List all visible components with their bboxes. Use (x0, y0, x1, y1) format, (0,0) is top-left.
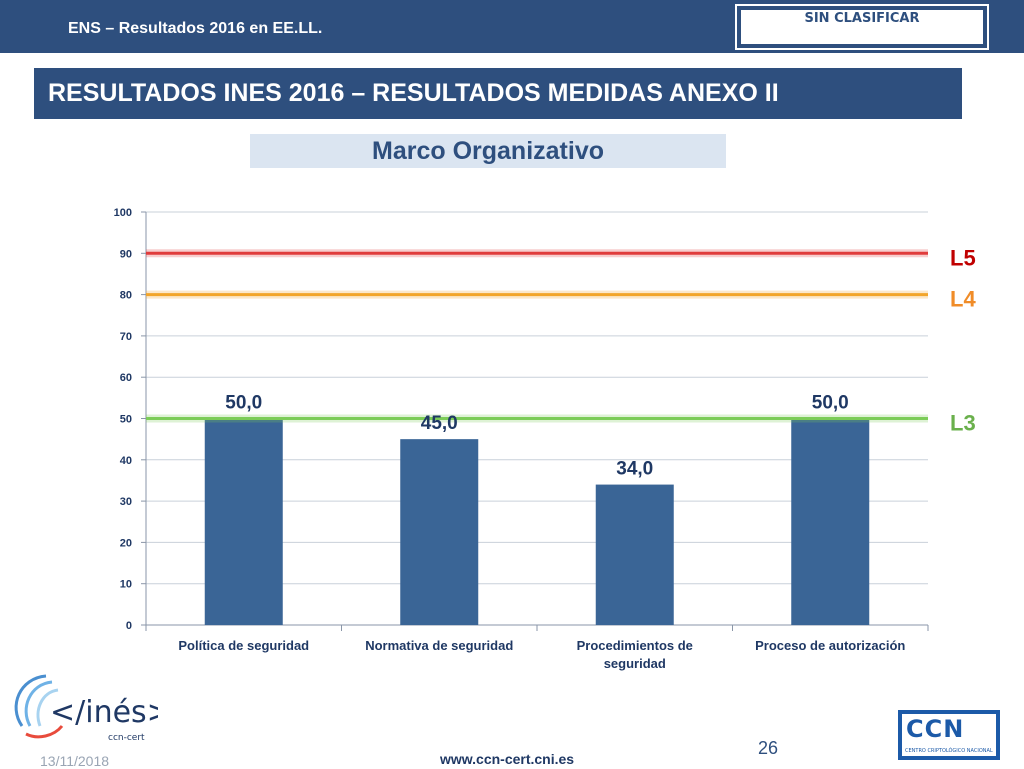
data-label: 50,0 (812, 393, 849, 414)
x-tick-label: Política de seguridad (178, 638, 309, 653)
reference-line-label: L3 (950, 411, 976, 436)
top-bar: ENS – Resultados 2016 en EE.LL. SIN CLAS… (0, 0, 1024, 53)
ccn-logo-sub: CENTRO CRIPTOLÓGICO NACIONAL (905, 748, 993, 754)
y-tick-label: 30 (120, 496, 132, 508)
presentation-title: ENS – Resultados 2016 en EE.LL. (68, 20, 323, 37)
y-tick-label: 60 (120, 372, 132, 384)
bar (791, 418, 870, 625)
bar-chart: 0 10 20 30 40 50 60 70 80 90 100 L5 L4 L3 50,0 45,0 34,0… (114, 207, 977, 671)
y-tick-label: 90 (120, 248, 132, 260)
ines-logo: </inés> ccn-cert (8, 668, 172, 748)
data-label: 50,0 (225, 393, 262, 414)
x-tick-label: Normativa de seguridad (365, 638, 513, 653)
y-tick-label: 10 (120, 579, 132, 591)
section-title: RESULTADOS INES 2016 – RESULTADOS MEDIDA… (34, 68, 962, 119)
classification-label: SIN CLASIFICAR (741, 10, 983, 44)
y-tick-label: 50 (120, 414, 132, 426)
data-label: 34,0 (616, 459, 653, 480)
y-tick-label: 70 (120, 331, 132, 343)
y-tick-label: 0 (126, 620, 132, 632)
ines-swirl-icon (14, 674, 64, 739)
y-tick-label: 80 (120, 290, 132, 302)
reference-line-label: L4 (950, 287, 976, 312)
footer-date: 13/11/2018 (40, 753, 110, 769)
y-tick-label: 100 (114, 207, 132, 219)
footer-url[interactable]: www.ccn-cert.cni.es (440, 751, 575, 767)
y-tick-label: 40 (120, 455, 132, 467)
ines-logo-text: </inés> (50, 695, 158, 730)
classification-badge: SIN CLASIFICAR (735, 4, 989, 50)
bar (400, 439, 479, 625)
x-tick-label: Proceso de autorización (755, 638, 905, 653)
ines-logo-sub: ccn-cert (108, 733, 145, 743)
x-tick-label: seguridad (604, 656, 666, 671)
y-tick-label: 20 (120, 537, 132, 549)
data-label: 45,0 (421, 413, 458, 434)
reference-line-label: L5 (950, 245, 976, 270)
ccn-logo: CCN CENTRO CRIPTOLÓGICO NACIONAL (898, 710, 1000, 760)
chart-subtitle: Marco Organizativo (250, 134, 726, 168)
bar (595, 484, 674, 625)
bar (204, 418, 283, 625)
ccn-logo-letters: CCN (906, 715, 965, 743)
page-number: 26 (758, 738, 779, 758)
x-tick-label: Procedimientos de (577, 638, 693, 653)
